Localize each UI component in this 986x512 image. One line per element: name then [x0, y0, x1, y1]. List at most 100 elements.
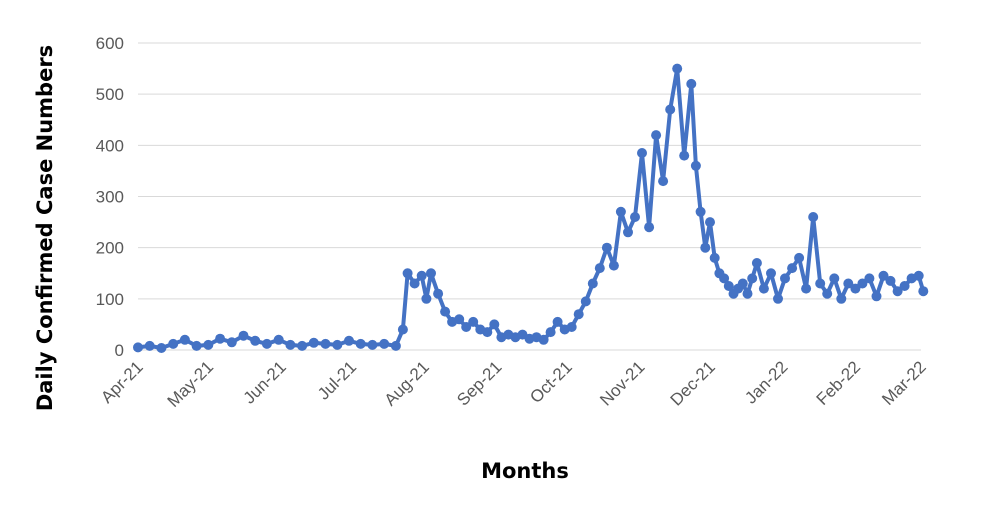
- y-tick-label: 200: [96, 239, 124, 258]
- x-tick-label: May-21: [164, 357, 218, 411]
- data-point: [594, 263, 605, 274]
- data-point: [426, 268, 436, 279]
- data-point: [709, 252, 720, 263]
- data-point: [156, 343, 167, 353]
- x-tick-label: Nov-21: [596, 357, 648, 409]
- data-point: [780, 273, 790, 284]
- y-tick-label: 300: [96, 188, 124, 207]
- data-point: [552, 316, 563, 327]
- data-point: [686, 78, 697, 89]
- data-point: [644, 222, 655, 233]
- x-axis-ticks: Apr-21 May-21 Jun-21 Jul-21 Aug-21 Sep-21 Oct-…: [97, 357, 930, 411]
- series-line: [136, 66, 926, 350]
- x-tick-label: Jun-21: [240, 357, 290, 407]
- data-point: [433, 288, 444, 299]
- data-point: [719, 273, 730, 284]
- data-point: [226, 337, 237, 348]
- data-point: [573, 309, 584, 320]
- data-point: [489, 319, 500, 330]
- x-axis-title: Months: [481, 459, 569, 483]
- data-point: [801, 283, 812, 294]
- data-point: [545, 327, 556, 338]
- data-point: [615, 206, 626, 217]
- data-point: [409, 278, 420, 289]
- data-point: [672, 63, 683, 74]
- data-point: [355, 338, 366, 349]
- data-point: [454, 314, 465, 325]
- x-tick-label: Apr-21: [97, 357, 147, 407]
- data-point: [179, 334, 190, 345]
- data-point: [601, 242, 612, 253]
- data-point: [587, 278, 598, 289]
- data-point: [367, 339, 378, 350]
- data-point: [918, 286, 929, 297]
- data-point: [344, 335, 354, 346]
- data-point: [651, 130, 662, 141]
- data-point: [857, 278, 868, 289]
- data-point: [297, 340, 308, 351]
- data-point: [332, 339, 343, 350]
- data-point: [794, 252, 805, 263]
- data-point: [787, 263, 798, 274]
- data-point: [690, 160, 701, 171]
- data-point: [308, 337, 319, 348]
- data-point: [885, 275, 896, 286]
- data-point: [742, 288, 753, 299]
- data-point: [679, 150, 690, 161]
- data-point: [913, 270, 924, 281]
- data-point: [850, 283, 861, 294]
- x-tick-label: Oct-21: [526, 357, 576, 407]
- data-point: [608, 260, 619, 271]
- data-point: [695, 206, 706, 217]
- data-point: [402, 268, 413, 279]
- data-point: [273, 334, 284, 345]
- data-point: [168, 338, 179, 349]
- data-point: [836, 293, 847, 304]
- data-point: [766, 268, 776, 279]
- data-point: [864, 273, 875, 284]
- x-tick-label: Aug-21: [381, 357, 433, 409]
- data-point: [191, 340, 202, 351]
- data-point: [705, 217, 715, 228]
- data-point: [758, 283, 769, 294]
- data-point: [747, 273, 758, 284]
- data-point: [808, 212, 819, 222]
- data-point: [580, 296, 591, 307]
- data-point: [899, 281, 910, 291]
- data-point: [390, 340, 401, 351]
- y-tick-label: 400: [96, 136, 124, 155]
- data-point: [871, 291, 882, 302]
- data-point: [461, 322, 472, 332]
- data-point: [566, 322, 577, 332]
- series-points: [133, 63, 929, 353]
- data-point: [379, 338, 390, 349]
- data-point: [421, 293, 432, 304]
- y-tick-label: 500: [96, 85, 124, 104]
- data-point: [878, 270, 889, 281]
- gridlines: [138, 42, 921, 351]
- data-point: [416, 270, 427, 281]
- data-point: [215, 333, 226, 344]
- data-point: [700, 242, 711, 253]
- data-point: [261, 338, 272, 349]
- data-point: [320, 338, 331, 349]
- x-tick-label: Jul-21: [314, 357, 360, 403]
- x-tick-label: Dec-21: [667, 357, 719, 409]
- y-tick-label: 100: [96, 290, 124, 309]
- data-point: [133, 342, 143, 353]
- data-point: [203, 339, 214, 350]
- data-point: [665, 104, 676, 115]
- data-point: [751, 258, 762, 268]
- data-point: [285, 339, 296, 350]
- data-point: [144, 340, 155, 351]
- data-point: [250, 335, 261, 346]
- data-point: [737, 278, 748, 289]
- data-point: [538, 334, 549, 345]
- data-point: [843, 278, 854, 289]
- data-point: [637, 148, 647, 158]
- x-tick-label: Jan-22: [741, 357, 791, 407]
- data-point: [822, 288, 833, 299]
- data-point: [238, 330, 249, 341]
- data-point: [815, 278, 826, 289]
